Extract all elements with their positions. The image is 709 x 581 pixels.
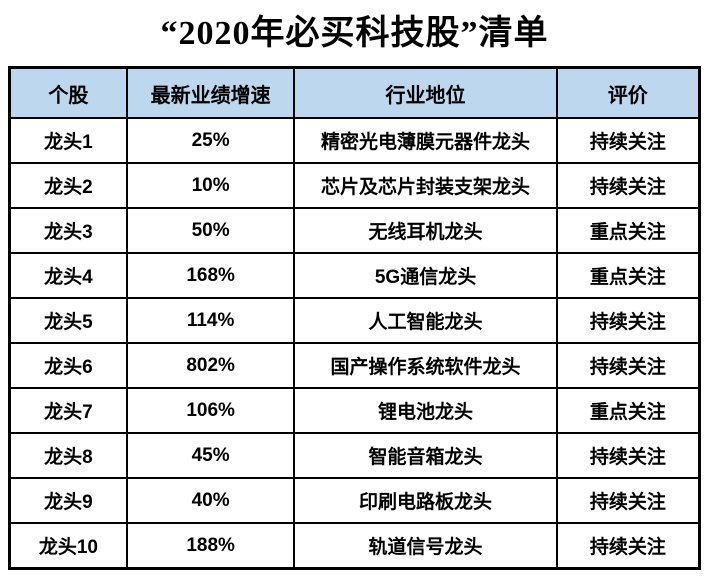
stock-cell: 龙头5	[8, 297, 128, 344]
position-cell: 轨道信号龙头	[293, 522, 558, 570]
rating-cell: 持续关注	[555, 297, 701, 344]
stock-cell: 龙头1	[8, 117, 128, 164]
table-row: 龙头2 10% 芯片及芯片封装支架龙头 持续关注	[8, 162, 701, 209]
stock-cell: 龙头8	[8, 432, 128, 479]
stock-cell: 龙头2	[8, 162, 128, 209]
growth-cell: 45%	[125, 432, 296, 479]
position-cell: 精密光电薄膜元器件龙头	[293, 117, 558, 164]
rating-cell: 持续关注	[555, 342, 701, 389]
growth-cell: 802%	[125, 342, 296, 389]
position-cell: 5G通信龙头	[293, 252, 558, 299]
rating-cell: 重点关注	[555, 252, 701, 299]
position-cell: 人工智能龙头	[293, 297, 558, 344]
growth-cell: 114%	[125, 297, 296, 344]
table-row: 龙头3 50% 无线耳机龙头 重点关注	[8, 207, 701, 254]
table-row: 龙头8 45% 智能音箱龙头 持续关注	[8, 432, 701, 479]
rating-cell: 持续关注	[555, 432, 701, 479]
table-header: 个股 最新业绩增速 行业地位 评价	[8, 66, 701, 119]
stock-cell: 龙头4	[8, 252, 128, 299]
growth-cell: 10%	[125, 162, 296, 209]
position-cell: 智能音箱龙头	[293, 432, 558, 479]
stock-cell: 龙头7	[8, 387, 128, 434]
table-row: 龙头6 802% 国产操作系统软件龙头 持续关注	[8, 342, 701, 389]
growth-cell: 106%	[125, 387, 296, 434]
stock-cell: 龙头9	[8, 477, 128, 524]
growth-cell: 188%	[125, 522, 296, 570]
table-body: 龙头1 25% 精密光电薄膜元器件龙头 持续关注 龙头2 10% 芯片及芯片封装支架龙头 持续…	[8, 117, 701, 570]
table-row: 龙头9 40% 印刷电路板龙头 持续关注	[8, 477, 701, 524]
rating-cell: 持续关注	[555, 117, 701, 164]
column-header-stock: 个股	[8, 66, 128, 119]
stock-cell: 龙头6	[8, 342, 128, 389]
position-cell: 印刷电路板龙头	[293, 477, 558, 524]
position-cell: 芯片及芯片封装支架龙头	[293, 162, 558, 209]
column-header-position: 行业地位	[293, 66, 558, 119]
rating-cell: 持续关注	[555, 162, 701, 209]
growth-cell: 25%	[125, 117, 296, 164]
header-row: 个股 最新业绩增速 行业地位 评价	[8, 66, 701, 119]
stock-cell: 龙头10	[8, 522, 128, 570]
growth-cell: 40%	[125, 477, 296, 524]
position-cell: 锂电池龙头	[293, 387, 558, 434]
stock-cell: 龙头3	[8, 207, 128, 254]
column-header-rating: 评价	[555, 66, 701, 119]
position-cell: 国产操作系统软件龙头	[293, 342, 558, 389]
growth-cell: 50%	[125, 207, 296, 254]
rating-cell: 重点关注	[555, 207, 701, 254]
position-cell: 无线耳机龙头	[293, 207, 558, 254]
table-row: 龙头4 168% 5G通信龙头 重点关注	[8, 252, 701, 299]
stocks-table: 个股 最新业绩增速 行业地位 评价 龙头1 25% 精密光电薄膜元器件龙头 持续关注龙…	[8, 66, 701, 570]
column-header-growth: 最新业绩增速	[125, 66, 296, 119]
table-row: 龙头10 188% 轨道信号龙头 持续关注	[8, 522, 701, 570]
table-row: 龙头7 106% 锂电池龙头 重点关注	[8, 387, 701, 434]
table-row: 龙头5 114% 人工智能龙头 持续关注	[8, 297, 701, 344]
page-title: “2020年必买科技股”清单	[160, 15, 549, 52]
rating-cell: 持续关注	[555, 477, 701, 524]
rating-cell: 持续关注	[555, 522, 701, 570]
rating-cell: 重点关注	[555, 387, 701, 434]
growth-cell: 168%	[125, 252, 296, 299]
table-row: 龙头1 25% 精密光电薄膜元器件龙头 持续关注	[8, 117, 701, 164]
